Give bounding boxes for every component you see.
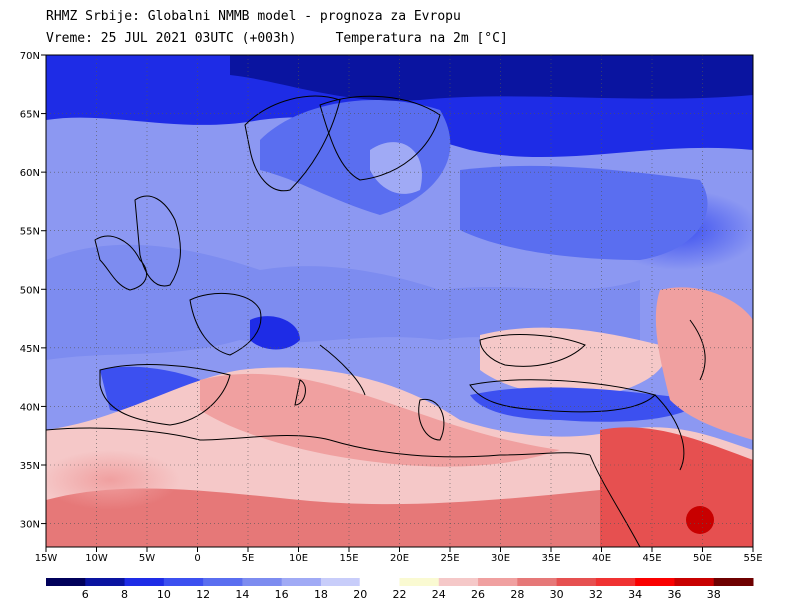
colorbar-label: 10 xyxy=(157,588,171,600)
lat-tick-label: 45N xyxy=(20,344,40,355)
lat-tick-label: 65N xyxy=(20,110,40,121)
colorbar-label: 36 xyxy=(667,588,681,600)
colorbar-label: 24 xyxy=(432,588,446,600)
map-title: RHMZ Srbije: Globalni NMMB model - progn… xyxy=(46,9,461,24)
colorbar-label: 38 xyxy=(707,588,721,600)
colorbar-swatch xyxy=(556,578,597,586)
colorbar-label: 12 xyxy=(196,588,210,600)
colorbar-label: 6 xyxy=(82,588,89,600)
lon-tick-label: 45E xyxy=(642,553,661,564)
temperature-field xyxy=(46,55,753,547)
lon-tick-label: 25E xyxy=(440,553,459,564)
colorbar-label: 14 xyxy=(235,588,249,600)
colorbar-swatch xyxy=(163,578,204,586)
colorbar-swatch xyxy=(46,578,86,586)
colorbar-swatch xyxy=(242,578,283,586)
colorbar-swatch xyxy=(635,578,675,586)
lon-tick-label: 15E xyxy=(339,553,358,564)
lon-tick-label: 55E xyxy=(743,553,762,564)
lon-tick-label: 40E xyxy=(592,553,611,564)
colorbar-swatch xyxy=(85,578,126,586)
colorbar-swatch xyxy=(281,578,322,586)
colorbar-label: 22 xyxy=(393,588,407,600)
lon-tick-label: 0 xyxy=(194,553,200,564)
colorbar-label: 16 xyxy=(275,588,289,600)
lon-tick-label: 5W xyxy=(139,553,155,564)
lat-tick-label: 35N xyxy=(20,461,40,472)
colorbar-swatch xyxy=(517,578,558,586)
colorbar-swatch xyxy=(320,578,361,586)
lon-tick-label: 15W xyxy=(35,553,58,564)
lon-tick-label: 35E xyxy=(541,553,560,564)
colorbar-label: 20 xyxy=(353,588,367,600)
lon-tick-label: 5E xyxy=(242,553,255,564)
colorbar-swatch xyxy=(713,578,754,586)
lon-tick-label: 50E xyxy=(693,553,712,564)
colorbar-label: 34 xyxy=(628,588,642,600)
colorbar-label: 8 xyxy=(121,588,128,600)
colorbar-swatch xyxy=(438,578,479,586)
lon-tick-label: 10W xyxy=(85,553,108,564)
map-subtitle-row: Vreme: 25 JUL 2021 03UTC (+003h) Tempera… xyxy=(46,32,508,46)
colorbar-label: 30 xyxy=(550,588,564,600)
lon-tick-label: 10E xyxy=(289,553,308,564)
colorbar-label: 32 xyxy=(589,588,603,600)
lon-tick-label: 20E xyxy=(390,553,409,564)
lat-tick-label: 55N xyxy=(20,227,40,238)
lat-tick-label: 30N xyxy=(20,520,40,531)
lat-tick-label: 60N xyxy=(20,168,40,179)
colorbar-label: 18 xyxy=(314,588,328,600)
colorbar-label: 26 xyxy=(471,588,485,600)
colorbar-swatch xyxy=(203,578,243,586)
field-label: Temperatura na 2m [°C] xyxy=(335,31,508,46)
colorbar: 6 8 10 12 14 16 18 20 22 24 26 28 30 32 34 36 38 xyxy=(46,577,754,600)
colorbar-swatch xyxy=(399,578,440,586)
lat-tick-label: 50N xyxy=(20,285,40,296)
colorbar-swatch xyxy=(595,578,636,586)
colorbar-swatch xyxy=(359,577,401,587)
colorbar-label: 28 xyxy=(510,588,524,600)
colorbar-swatch xyxy=(124,578,165,586)
lat-tick-label: 40N xyxy=(20,402,40,413)
coastlines xyxy=(46,95,706,547)
colorbar-swatch xyxy=(674,578,715,586)
lon-tick-label: 30E xyxy=(491,553,510,564)
lat-tick-label: 70N xyxy=(20,51,40,62)
valid-time-label: Vreme: 25 JUL 2021 03UTC (+003h) xyxy=(46,31,297,46)
colorbar-swatch xyxy=(478,578,518,586)
